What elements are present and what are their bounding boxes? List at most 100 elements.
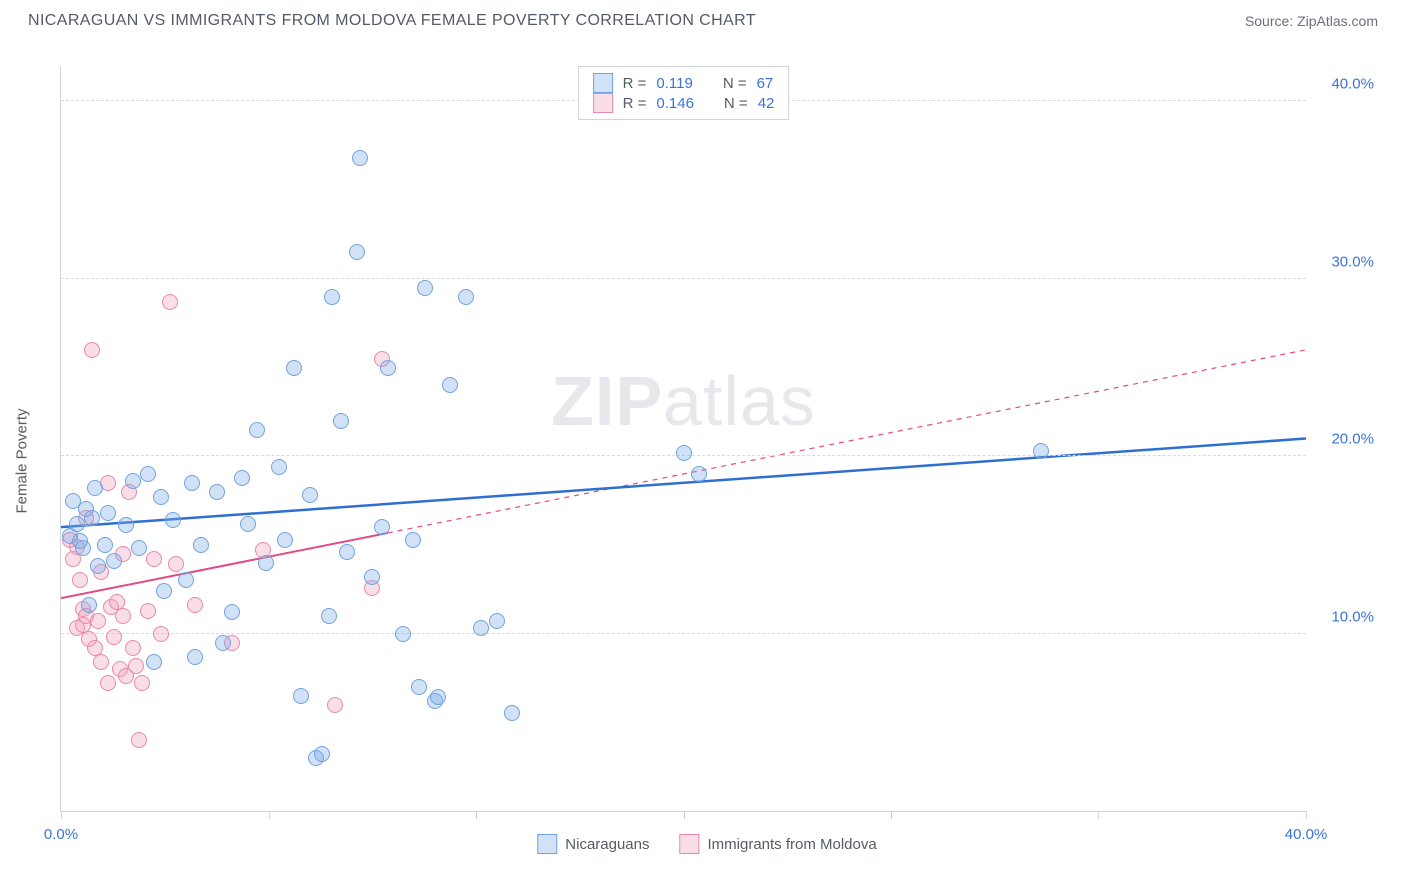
y-tick-label: 30.0% (1331, 253, 1374, 270)
data-point-a (184, 475, 200, 491)
source-attribution: Source: ZipAtlas.com (1245, 13, 1378, 29)
series-legend: Nicaraguans Immigrants from Moldova (537, 834, 876, 854)
y-axis-label: Female Poverty (14, 408, 31, 513)
legend-item-a: Nicaraguans (537, 834, 649, 854)
data-point-a (691, 466, 707, 482)
data-point-a (374, 519, 390, 535)
watermark: ZIPatlas (551, 361, 816, 441)
legend-swatch-b (593, 93, 613, 113)
r-value-b: 0.146 (656, 95, 694, 112)
data-point-a (87, 480, 103, 496)
data-point-a (321, 608, 337, 624)
data-point-a (131, 540, 147, 556)
n-label: N = (723, 75, 747, 92)
data-point-b (100, 675, 116, 691)
chart-title: NICARAGUAN VS IMMIGRANTS FROM MOLDOVA FE… (28, 12, 756, 30)
data-point-a (349, 244, 365, 260)
data-point-a (140, 466, 156, 482)
data-point-a (153, 489, 169, 505)
data-point-b (187, 597, 203, 613)
data-point-a (249, 422, 265, 438)
data-point-a (106, 553, 122, 569)
chart-area: Female Poverty ZIPatlas R = 0.119 N = 67… (28, 50, 1386, 872)
data-point-a (430, 689, 446, 705)
data-point-a (417, 280, 433, 296)
legend-swatch-a (537, 834, 557, 854)
data-point-b (84, 342, 100, 358)
data-point-b (146, 551, 162, 567)
legend-label-b: Immigrants from Moldova (708, 836, 877, 853)
n-value-b: 42 (758, 95, 775, 112)
data-point-a (240, 516, 256, 532)
data-point-a (146, 654, 162, 670)
data-point-b (90, 613, 106, 629)
data-point-a (224, 604, 240, 620)
data-point-a (411, 679, 427, 695)
data-point-b (115, 608, 131, 624)
data-point-a (473, 620, 489, 636)
data-point-a (118, 517, 134, 533)
plot-region: ZIPatlas R = 0.119 N = 67 R = 0.146 N = … (60, 66, 1306, 812)
data-point-a (489, 613, 505, 629)
data-point-a (72, 533, 88, 549)
trend-lines-layer (61, 66, 1306, 811)
data-point-a (442, 377, 458, 393)
data-point-b (131, 732, 147, 748)
data-point-a (81, 597, 97, 613)
y-tick-label: 40.0% (1331, 76, 1374, 93)
data-point-a (65, 493, 81, 509)
data-point-a (125, 473, 141, 489)
data-point-a (293, 688, 309, 704)
legend-swatch-b (680, 834, 700, 854)
source-link[interactable]: ZipAtlas.com (1297, 13, 1378, 29)
x-tick (891, 811, 892, 819)
r-label: R = (623, 95, 647, 112)
data-point-a (193, 537, 209, 553)
x-tick (1306, 811, 1307, 819)
x-tick (476, 811, 477, 819)
x-tick (61, 811, 62, 819)
legend-row-a: R = 0.119 N = 67 (593, 73, 775, 93)
data-point-a (69, 516, 85, 532)
legend-label-a: Nicaraguans (565, 836, 649, 853)
data-point-a (380, 360, 396, 376)
data-point-a (234, 470, 250, 486)
source-prefix: Source: (1245, 13, 1297, 29)
data-point-a (1033, 443, 1049, 459)
data-point-a (178, 572, 194, 588)
data-point-a (286, 360, 302, 376)
data-point-a (271, 459, 287, 475)
x-tick (684, 811, 685, 819)
n-value-a: 67 (757, 75, 774, 92)
data-point-a (187, 649, 203, 665)
data-point-b (125, 640, 141, 656)
data-point-a (352, 150, 368, 166)
r-label: R = (623, 75, 647, 92)
watermark-zip: ZIP (551, 362, 663, 440)
data-point-a (84, 510, 100, 526)
x-tick (269, 811, 270, 819)
data-point-b (72, 572, 88, 588)
legend-item-b: Immigrants from Moldova (680, 834, 877, 854)
x-tick (1098, 811, 1099, 819)
data-point-a (458, 289, 474, 305)
data-point-a (333, 413, 349, 429)
data-point-b (134, 675, 150, 691)
data-point-b (153, 626, 169, 642)
data-point-a (339, 544, 355, 560)
y-tick-label: 20.0% (1331, 431, 1374, 448)
trend-line (388, 350, 1306, 533)
data-point-b (168, 556, 184, 572)
x-tick-label: 0.0% (44, 826, 78, 843)
gridline-h (61, 633, 1306, 634)
data-point-a (97, 537, 113, 553)
data-point-b (128, 658, 144, 674)
legend-row-b: R = 0.146 N = 42 (593, 93, 775, 113)
data-point-a (100, 505, 116, 521)
data-point-a (324, 289, 340, 305)
data-point-a (90, 558, 106, 574)
data-point-b (327, 697, 343, 713)
data-point-a (504, 705, 520, 721)
data-point-a (314, 746, 330, 762)
data-point-a (209, 484, 225, 500)
